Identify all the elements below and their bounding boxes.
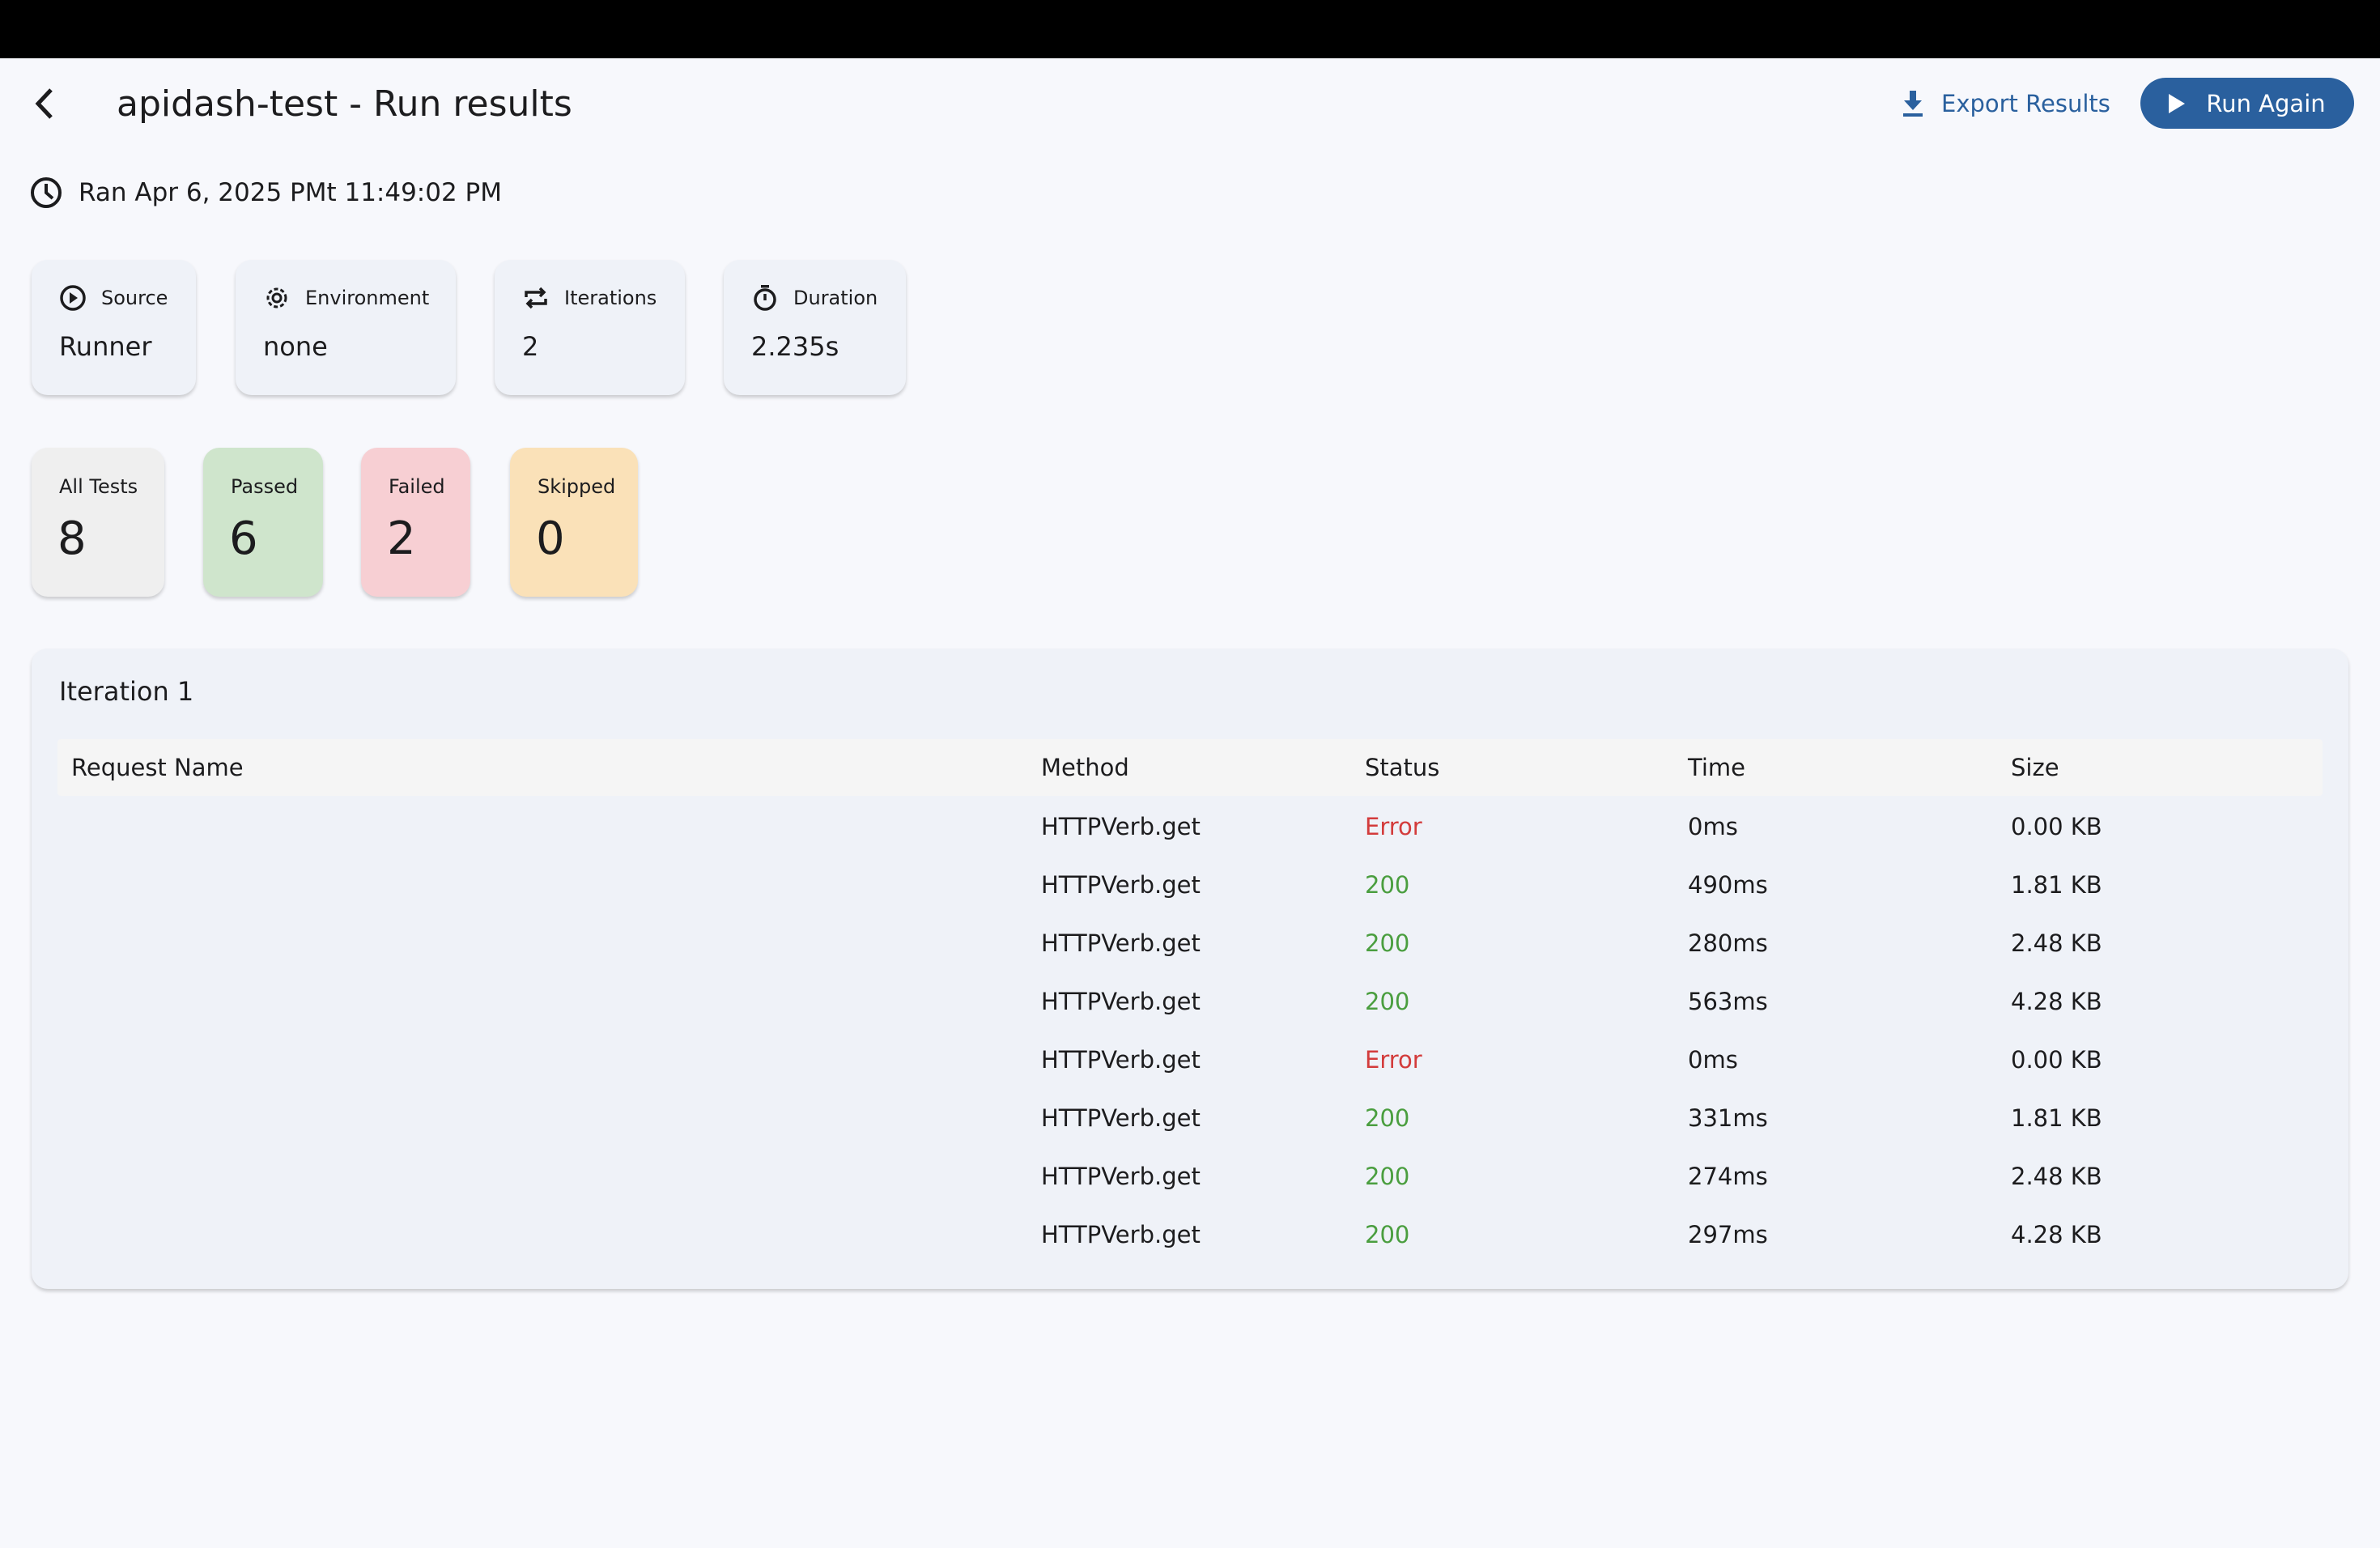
cell-time: 490ms (1688, 871, 1768, 899)
cell-time: 0ms (1688, 1046, 1738, 1074)
cell-time: 0ms (1688, 813, 1738, 840)
cell-status: Error (1365, 813, 1422, 840)
cell-size: 1.81 KB (2011, 1104, 2102, 1132)
table-row[interactable]: HTTPVerb.get 200 563ms 4.28 KB (57, 972, 2323, 1031)
cell-method: HTTPVerb.get (1041, 1046, 1201, 1074)
stat-all-tests: All Tests 8 (32, 448, 164, 597)
cell-status: Error (1365, 1046, 1422, 1074)
run-timestamp: Ran Apr 6, 2025 PMt 11:49:02 PM (30, 176, 502, 209)
cell-time: 331ms (1688, 1104, 1768, 1132)
stat-skipped: Skipped 0 (510, 448, 638, 597)
play-circle-icon (60, 285, 86, 311)
top-bar (0, 0, 2380, 58)
stat-label: All Tests (59, 475, 138, 498)
cell-size: 1.81 KB (2011, 871, 2102, 899)
column-header-size: Size (2011, 754, 2059, 781)
back-button[interactable] (24, 81, 66, 126)
stat-label: Passed (231, 475, 299, 498)
column-header-time: Time (1688, 754, 1745, 781)
cell-size: 2.48 KB (2011, 929, 2102, 957)
cell-size: 0.00 KB (2011, 813, 2102, 840)
cell-status: 200 (1365, 1221, 1410, 1248)
cell-size: 4.28 KB (2011, 1221, 2102, 1248)
cell-status: 200 (1365, 871, 1410, 899)
table-row[interactable]: HTTPVerb.get 200 331ms 1.81 KB (57, 1089, 2323, 1147)
info-value: 2.235s (751, 331, 839, 362)
stat-passed: Passed 6 (203, 448, 323, 597)
ran-text: Ran Apr 6, 2025 PMt 11:49:02 PM (79, 178, 502, 207)
column-header-method: Method (1041, 754, 1129, 781)
info-label: Duration (793, 287, 878, 309)
table-row[interactable]: HTTPVerb.get Error 0ms 0.00 KB (57, 1031, 2323, 1089)
info-label: Environment (305, 287, 430, 309)
run-again-button[interactable]: Run Again (2140, 78, 2354, 129)
iteration-panel: Iteration 1 Request Name Method Status T… (32, 649, 2348, 1289)
cell-method: HTTPVerb.get (1041, 1104, 1201, 1132)
info-label: Iterations (564, 287, 657, 309)
table-header: Request Name Method Status Time Size (57, 739, 2323, 796)
chevron-left-icon (35, 88, 53, 119)
gear-icon (266, 287, 287, 308)
cell-time: 280ms (1688, 929, 1768, 957)
table-row[interactable]: HTTPVerb.get 200 280ms 2.48 KB (57, 914, 2323, 972)
clock-icon (31, 177, 62, 208)
table-row[interactable]: HTTPVerb.get 200 490ms 1.81 KB (57, 856, 2323, 914)
export-results-button[interactable]: Export Results (1902, 84, 2110, 123)
table-row[interactable]: HTTPVerb.get 200 274ms 2.48 KB (57, 1147, 2323, 1206)
stat-value: 2 (387, 512, 416, 565)
table-row[interactable]: HTTPVerb.get 200 297ms 4.28 KB (57, 1206, 2323, 1264)
info-card-source: Source Runner (32, 260, 196, 395)
info-card-environment: Environment none (236, 260, 456, 395)
cell-status: 200 (1365, 929, 1410, 957)
info-value: 2 (522, 331, 539, 362)
stat-label: Skipped (538, 475, 616, 498)
download-icon (1903, 91, 1923, 117)
cell-method: HTTPVerb.get (1041, 1221, 1201, 1248)
cell-status: 200 (1365, 1104, 1410, 1132)
cell-method: HTTPVerb.get (1041, 929, 1201, 957)
cell-method: HTTPVerb.get (1041, 1163, 1201, 1190)
stat-value: 0 (536, 512, 565, 565)
info-value: Runner (59, 331, 152, 362)
info-card-duration: Duration 2.235s (724, 260, 906, 395)
info-card-iterations: Iterations 2 (495, 260, 685, 395)
cell-method: HTTPVerb.get (1041, 988, 1201, 1015)
cell-size: 2.48 KB (2011, 1163, 2102, 1190)
column-header-status: Status (1365, 754, 1440, 781)
cell-status: 200 (1365, 1163, 1410, 1190)
iteration-title: Iteration 1 (59, 676, 194, 707)
table-row[interactable]: HTTPVerb.get Error 0ms 0.00 KB (57, 797, 2323, 856)
stat-failed: Failed 2 (361, 448, 470, 597)
cell-time: 297ms (1688, 1221, 1768, 1248)
stat-label: Failed (389, 475, 445, 498)
repeat-icon (525, 287, 547, 309)
cell-size: 0.00 KB (2011, 1046, 2102, 1074)
cell-method: HTTPVerb.get (1041, 871, 1201, 899)
stopwatch-icon (754, 285, 776, 311)
cell-size: 4.28 KB (2011, 988, 2102, 1015)
info-label: Source (101, 287, 168, 309)
info-value: none (263, 331, 328, 362)
stat-value: 8 (57, 512, 87, 565)
column-header-request-name: Request Name (71, 754, 244, 781)
export-results-label: Export Results (1941, 90, 2110, 117)
cell-method: HTTPVerb.get (1041, 813, 1201, 840)
play-icon (2169, 93, 2186, 113)
cell-status: 200 (1365, 988, 1410, 1015)
page-title: apidash-test - Run results (117, 83, 572, 125)
run-again-label: Run Again (2206, 89, 2326, 117)
cell-time: 274ms (1688, 1163, 1768, 1190)
cell-time: 563ms (1688, 988, 1768, 1015)
stat-value: 6 (229, 512, 258, 565)
